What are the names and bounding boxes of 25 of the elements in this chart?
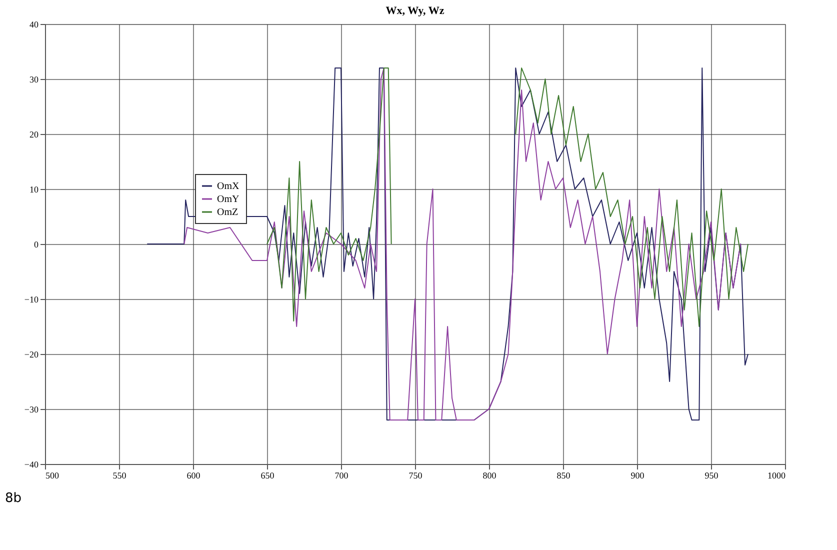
legend-label: OmZ xyxy=(217,207,238,218)
chart-title: Wx, Wy, Wz xyxy=(386,5,444,17)
x-tick-label: 1000 xyxy=(768,470,786,480)
y-tick-label: 20 xyxy=(30,130,39,140)
x-tick-label: 900 xyxy=(630,470,645,480)
x-tick-label: 750 xyxy=(408,470,423,480)
y-tick-label: 0 xyxy=(34,240,39,250)
legend-label: OmY xyxy=(217,194,240,205)
y-tick-label: −20 xyxy=(24,350,39,360)
y-tick-label: 10 xyxy=(30,184,39,194)
x-tick-label: 600 xyxy=(186,470,201,480)
x-tick-label: 950 xyxy=(704,470,719,480)
y-tick-label: 40 xyxy=(30,20,39,30)
x-tick-label: 550 xyxy=(112,470,127,480)
legend-label: OmX xyxy=(217,181,240,192)
x-tick-label: 700 xyxy=(334,470,349,480)
x-tick-label: 850 xyxy=(556,470,571,480)
y-tick-label: 30 xyxy=(30,74,39,84)
x-tick-label: 800 xyxy=(482,470,497,480)
x-tick-label: 650 xyxy=(260,470,275,480)
text: 8b xyxy=(5,491,22,506)
x-tick-label: 500 xyxy=(46,470,60,480)
y-tick-label: −30 xyxy=(24,404,39,414)
y-tick-label: −40 xyxy=(24,460,39,470)
y-tick-label: −10 xyxy=(24,294,39,304)
